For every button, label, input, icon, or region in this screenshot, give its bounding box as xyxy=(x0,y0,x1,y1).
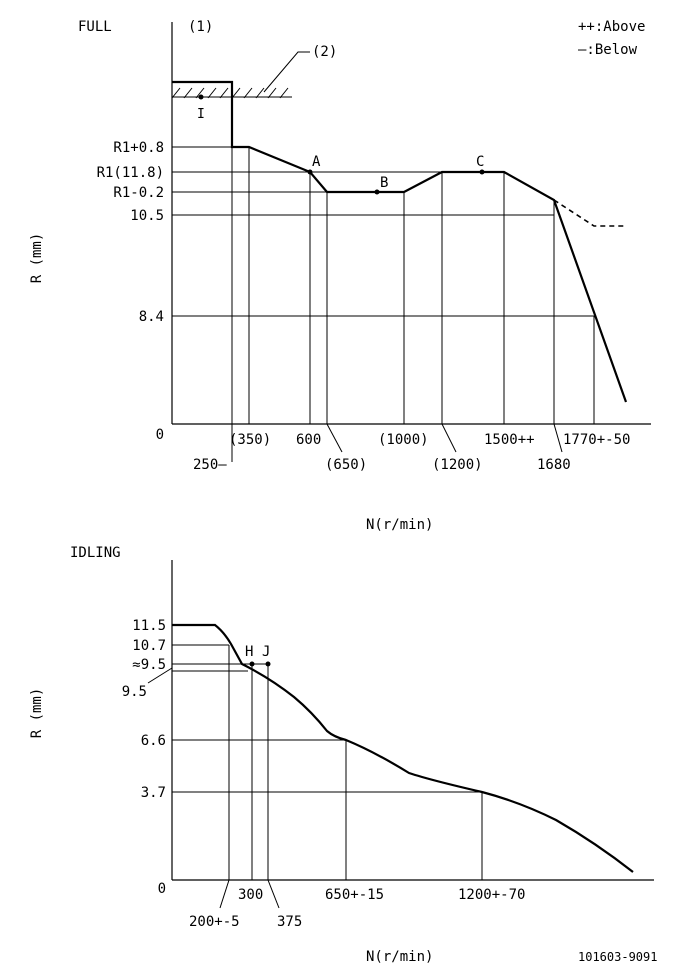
full-ytick-84: 8.4 xyxy=(139,309,164,325)
idling-xtick-200: 200+-5 xyxy=(189,914,240,930)
full-ytick-0: 0 xyxy=(156,427,164,443)
full-label-c: C xyxy=(476,154,484,170)
idling-xtick-1200: 1200+-70 xyxy=(458,887,525,903)
full-point-i-label: I xyxy=(197,107,205,122)
idling-ytick-115: 11.5 xyxy=(132,618,166,634)
full-ytick-105: 10.5 xyxy=(130,208,164,224)
full-curve xyxy=(172,80,628,403)
idling-x-axis-label: N(r/min) xyxy=(366,949,433,965)
full-xtick-1200: (1200) xyxy=(432,457,483,473)
full-xtick-1770: 1770+-50 xyxy=(563,432,630,448)
full-label-b: B xyxy=(380,175,388,191)
idling-xtick-300: 300 xyxy=(238,887,263,903)
legend-below: —:Below xyxy=(578,42,638,58)
idling-mode-label: IDLING xyxy=(70,545,121,561)
full-ytick-r1: R1(11.8) xyxy=(97,165,164,181)
idling-curve xyxy=(172,623,634,873)
idling-ytick-approx-95: ≈9.5 xyxy=(132,657,166,673)
full-note-1: (1) xyxy=(188,19,213,35)
idling-xtick-650: 650+-15 xyxy=(325,887,384,903)
full-mode-label: FULL xyxy=(78,19,112,35)
idling-label-h: H xyxy=(245,644,253,660)
full-xtick-1500: 1500++ xyxy=(484,432,535,448)
full-xtick-600: 600 xyxy=(296,432,321,448)
full-note-2: (2) xyxy=(312,44,337,60)
idling-xtick-375: 375 xyxy=(277,914,302,930)
idling-ytick-107: 10.7 xyxy=(132,638,166,654)
idling-point-h xyxy=(249,661,255,667)
legend-above: ++:Above xyxy=(578,19,645,35)
full-xtick-1000: (1000) xyxy=(378,432,429,448)
full-xtick-1680: 1680 xyxy=(537,457,571,473)
idling-ytick-66: 6.6 xyxy=(141,733,166,749)
full-ytick-r1minus: R1-0.2 xyxy=(113,185,164,201)
idling-label-j: J xyxy=(262,644,270,660)
full-stop-hatch xyxy=(171,51,310,99)
full-chart: FULL (1) (2) xyxy=(29,19,651,533)
idling-y-axis-label: R (mm) xyxy=(29,688,45,739)
idling-chart: IDLING H J 11.5 10.7 ≈9.5 9.5 6.6 xyxy=(29,545,654,965)
full-xtick-350: (350) xyxy=(229,432,271,448)
full-xtick-650: (650) xyxy=(325,457,367,473)
full-curve-above xyxy=(553,199,624,227)
idling-point-j xyxy=(265,661,271,667)
full-point-b xyxy=(374,189,380,195)
full-xtick-250: 250— xyxy=(193,457,227,473)
full-point-i xyxy=(198,94,204,100)
idling-ytick-37: 3.7 xyxy=(141,785,166,801)
idling-ytick-0: 0 xyxy=(158,881,166,897)
full-x-axis-label: N(r/min) xyxy=(366,517,433,533)
doc-number: 101603-9091 xyxy=(578,950,657,964)
full-y-axis-label: R (mm) xyxy=(29,233,45,284)
idling-ytick-95: 9.5 xyxy=(122,684,147,700)
full-ytick-r1plus: R1+0.8 xyxy=(113,140,164,156)
full-point-c xyxy=(479,169,485,175)
full-label-a: A xyxy=(312,154,321,170)
full-point-a xyxy=(307,169,313,175)
